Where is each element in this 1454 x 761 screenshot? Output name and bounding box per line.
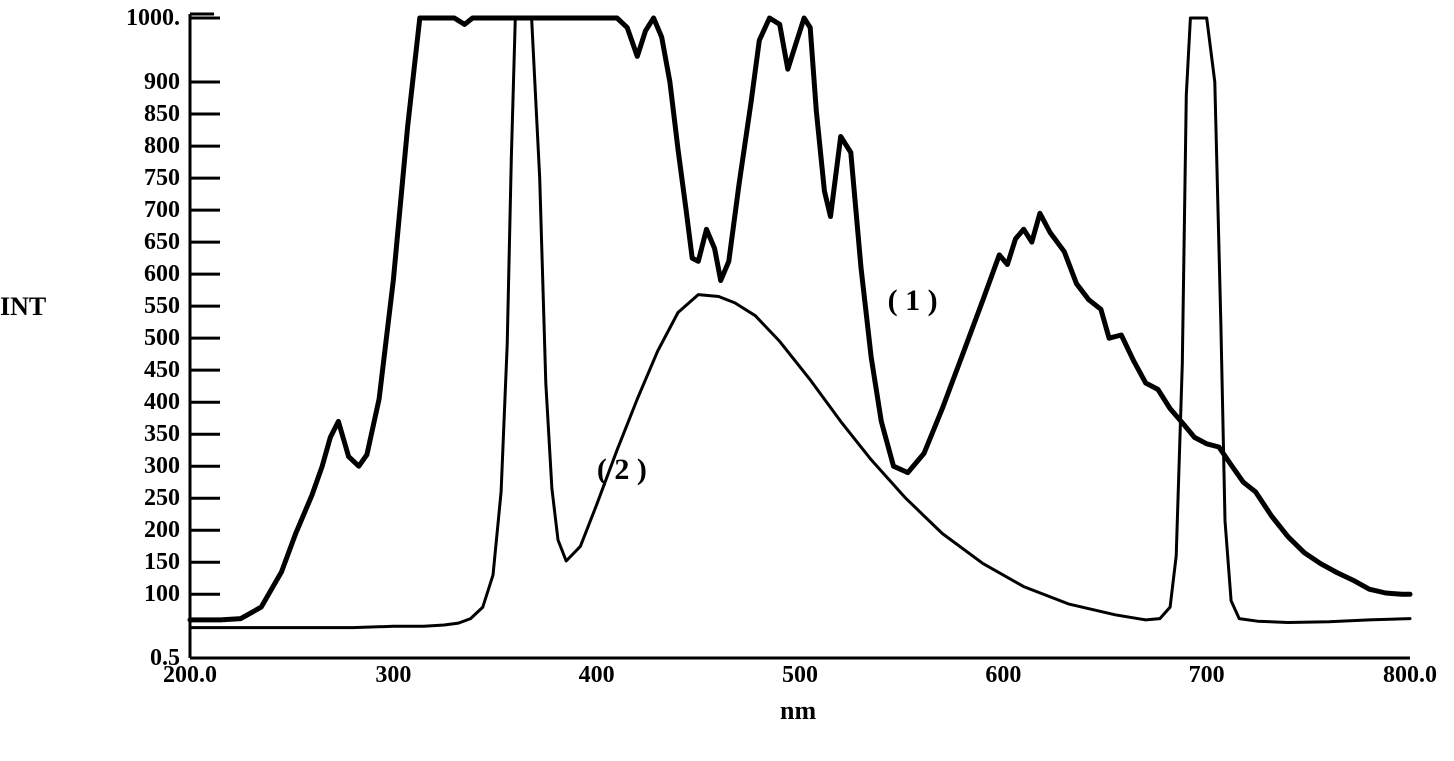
y-tick-label: 600 (100, 261, 180, 288)
x-tick-label: 800.0 (1370, 662, 1450, 689)
y-tick-label: 800 (100, 133, 180, 160)
x-tick-label: 500 (760, 662, 840, 689)
x-tick-label: 700 (1167, 662, 1247, 689)
y-tick-label: 650 (100, 229, 180, 256)
y-tick-label: 400 (100, 389, 180, 416)
y-axis-label: INT (0, 292, 46, 322)
y-tick-label: 900 (100, 69, 180, 96)
series-2-label: ( 2 ) (597, 453, 647, 487)
series-2 (190, 18, 1410, 628)
spectrum-chart: INT nm 0.5100150200250300350400450500550… (0, 0, 1454, 761)
y-tick-label: 150 (100, 549, 180, 576)
y-tick-label: 100 (100, 581, 180, 608)
series-1-label: ( 1 ) (888, 284, 938, 318)
y-tick-label: 750 (100, 165, 180, 192)
plot-svg (0, 0, 1454, 761)
x-tick-label: 400 (557, 662, 637, 689)
y-tick-label: 550 (100, 293, 180, 320)
y-tick-label: 200 (100, 517, 180, 544)
y-tick-label: 300 (100, 453, 180, 480)
y-tick-label: 850 (100, 101, 180, 128)
y-tick-label: 350 (100, 421, 180, 448)
y-tick-label: 500 (100, 325, 180, 352)
y-tick-label: 700 (100, 197, 180, 224)
x-tick-label: 300 (353, 662, 433, 689)
y-tick-label: 1000. (100, 5, 180, 32)
y-tick-label: 450 (100, 357, 180, 384)
x-tick-label: 200.0 (150, 662, 230, 689)
y-tick-label: 250 (100, 485, 180, 512)
x-axis-label: nm (780, 696, 816, 726)
x-tick-label: 600 (963, 662, 1043, 689)
